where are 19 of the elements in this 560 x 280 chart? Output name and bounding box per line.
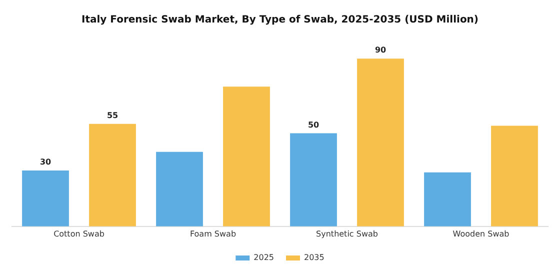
x-tick-label: Synthetic Swab [316, 229, 378, 238]
data-label: 50 [308, 120, 320, 130]
x-tick-label: Foam Swab [190, 229, 236, 238]
bar [156, 152, 203, 226]
legend-label: 2035 [304, 253, 324, 262]
x-tick-label: Cotton Swab [54, 229, 104, 238]
x-tick-label: Wooden Swab [452, 229, 510, 238]
data-label: 30 [40, 158, 52, 167]
legend-label: 2025 [254, 253, 274, 262]
data-label: 90 [374, 46, 386, 55]
bar [290, 133, 337, 226]
chart-title: Italy Forensic Swab Market, By Type of Swab, 2025-2035 (USD Million) [82, 14, 478, 26]
data-label: 55 [106, 110, 118, 120]
bar [223, 86, 270, 226]
bar [424, 172, 471, 226]
bar [89, 124, 136, 226]
bar [357, 58, 404, 226]
bar [22, 170, 69, 226]
bar [491, 126, 538, 226]
